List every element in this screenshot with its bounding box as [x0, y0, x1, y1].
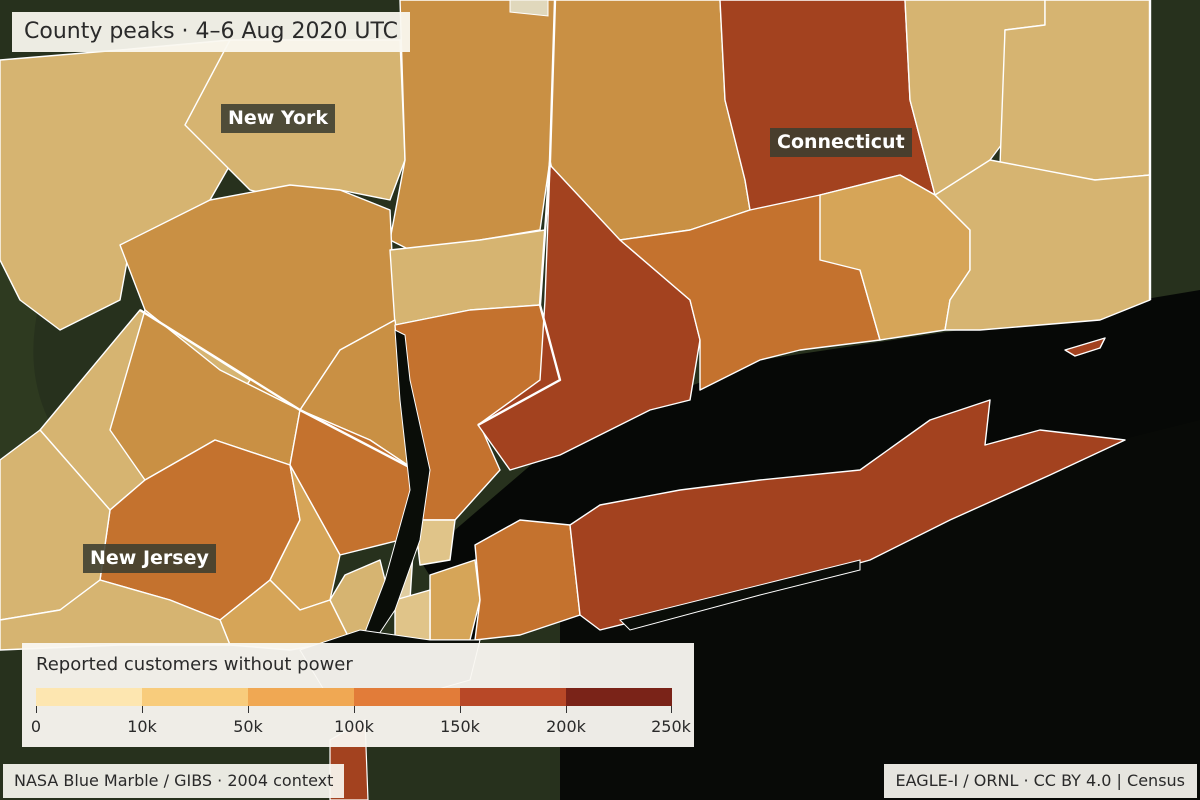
- legend-tick: [354, 706, 355, 713]
- legend-tick-label: 200k: [546, 717, 586, 736]
- hudson-river: [361, 329, 431, 641]
- legend-tick-label: 150k: [440, 717, 480, 736]
- legend-tick-label: 50k: [233, 717, 263, 736]
- county-ny-columbia[interactable]: [389, 0, 556, 251]
- legend-tick: [142, 706, 143, 713]
- state-border-ny-nj: [139, 308, 416, 472]
- legend-tick-label: 10k: [127, 717, 157, 736]
- legend-swatch-2: [248, 688, 354, 706]
- legend-color-bar: [36, 688, 672, 706]
- legend: Reported customers without power 0 10k 5…: [22, 643, 694, 747]
- legend-tick-label: 0: [30, 717, 42, 736]
- state-label-connecticut: Connecticut: [770, 128, 912, 157]
- county-ct-newlondon[interactable]: [934, 159, 1151, 331]
- legend-swatch-4: [460, 688, 566, 706]
- county-nyc-queens[interactable]: [429, 559, 481, 641]
- legend-tick: [460, 706, 461, 713]
- great-south-bay: [619, 559, 861, 631]
- legend-tick: [566, 706, 567, 713]
- county-nyc-bronx[interactable]: [414, 519, 456, 566]
- county-polygons: [0, 0, 1152, 651]
- legend-title: Reported customers without power: [36, 654, 353, 675]
- map-title: County peaks · 4–6 Aug 2020 UTC: [12, 12, 411, 52]
- legend-swatch-0: [36, 688, 142, 706]
- legend-swatch-5: [566, 688, 672, 706]
- state-label-new-york: New York: [221, 104, 336, 133]
- state-label-new-jersey: New Jersey: [83, 544, 216, 573]
- legend-swatch-1: [142, 688, 248, 706]
- legend-tick: [36, 706, 37, 713]
- data-attribution: EAGLE-I / ORNL · CC BY 4.0 | Census: [883, 764, 1197, 798]
- legend-tick: [671, 706, 672, 713]
- county-ny-nassau[interactable]: [474, 519, 581, 641]
- county-ny-fishers-island[interactable]: [1064, 337, 1106, 357]
- county-ny-small-north[interactable]: [509, 0, 549, 17]
- basemap-attribution: NASA Blue Marble / GIBS · 2004 context: [3, 764, 345, 798]
- legend-swatch-3: [354, 688, 460, 706]
- county-ct-newhaven[interactable]: [619, 194, 881, 391]
- legend-tick-label: 250k: [651, 717, 691, 736]
- legend-tick: [248, 706, 249, 713]
- state-border-ny-ct: [477, 0, 562, 427]
- legend-tick-label: 100k: [334, 717, 374, 736]
